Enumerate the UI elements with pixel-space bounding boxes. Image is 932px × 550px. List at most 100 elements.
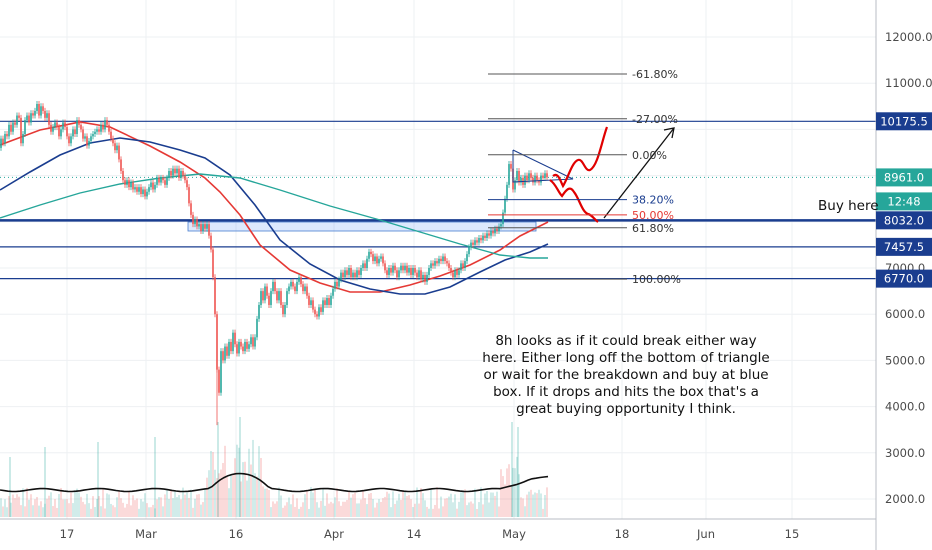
- candle: [86, 136, 88, 146]
- candle: [516, 170, 518, 181]
- volume-bar: [444, 498, 446, 517]
- candle: [202, 224, 204, 232]
- candle: [422, 274, 424, 280]
- candle: [122, 170, 124, 181]
- ma-teal-line: [0, 173, 548, 259]
- ma-navy-line: [0, 137, 549, 295]
- volume-bar: [384, 496, 386, 517]
- volume-bar: [458, 501, 460, 517]
- candle: [30, 113, 32, 123]
- volume-bar: [538, 489, 540, 517]
- volume-bar: [484, 493, 486, 517]
- candle: [230, 341, 232, 352]
- candle: [94, 131, 96, 135]
- volume-bar: [176, 497, 178, 517]
- volume-bar: [260, 457, 262, 517]
- candle: [196, 219, 198, 227]
- candle: [100, 124, 102, 132]
- x-tick-label: 18: [615, 527, 630, 541]
- candle: [64, 122, 66, 128]
- candle: [194, 219, 196, 225]
- candle: [298, 277, 300, 282]
- fib-label: 61.80%: [632, 222, 674, 235]
- volume-bar: [9, 457, 11, 517]
- candle: [72, 129, 74, 137]
- candle: [290, 281, 292, 287]
- volume-bar: [390, 507, 392, 517]
- candle: [360, 268, 362, 275]
- volume-bar: [0, 498, 2, 517]
- candle: [390, 268, 392, 273]
- time-axis[interactable]: 17 Mar 16 Apr 14 May 18 Jun 15: [0, 518, 876, 541]
- volume-bar: [520, 497, 522, 517]
- candle: [210, 235, 212, 250]
- candle: [154, 184, 156, 190]
- volume-bar: [222, 463, 224, 517]
- volume-bar: [54, 499, 56, 517]
- volume-bar: [276, 501, 278, 517]
- volume-bar: [62, 499, 64, 517]
- candle: [6, 134, 8, 137]
- annotation-note: 8h looks as if it could break either way…: [476, 333, 776, 418]
- volume-bar: [442, 506, 444, 517]
- buy-zone-box: [187, 221, 537, 232]
- volume-bar: [188, 497, 190, 517]
- volume-bar: [228, 488, 230, 517]
- volume-bar: [350, 497, 352, 517]
- volume-bar: [158, 497, 160, 517]
- price-tag-label: 6770.0: [884, 272, 924, 286]
- candle: [16, 115, 18, 125]
- candle: [190, 203, 192, 215]
- volume-bar: [450, 493, 452, 517]
- candle: [526, 175, 528, 181]
- candle: [192, 214, 194, 225]
- x-tick-label: 15: [785, 527, 800, 541]
- volume-bar: [402, 491, 404, 517]
- volume-bar: [242, 462, 244, 517]
- candle: [542, 175, 544, 178]
- candle: [434, 261, 436, 266]
- volume-bar: [196, 494, 198, 517]
- candle: [148, 187, 150, 192]
- volume-bar: [368, 493, 370, 517]
- candle: [440, 258, 442, 262]
- candle: [28, 115, 30, 123]
- volume-bar: [438, 508, 440, 517]
- candle: [380, 256, 382, 259]
- candle: [528, 173, 530, 181]
- candle: [494, 228, 496, 234]
- volume-bar: [534, 492, 536, 517]
- candle: [256, 318, 258, 338]
- candle: [18, 115, 20, 118]
- candle: [164, 180, 166, 185]
- projection-line: [603, 127, 675, 219]
- volume-bar: [510, 485, 512, 517]
- candle: [292, 281, 294, 287]
- volume-bar: [286, 502, 288, 517]
- volume-bar: [246, 480, 248, 517]
- candle: [370, 251, 372, 255]
- candle: [546, 173, 548, 178]
- volume-bar: [292, 494, 294, 517]
- candle: [296, 281, 298, 292]
- candle: [46, 113, 48, 118]
- candle: [278, 291, 280, 301]
- volume-bar: [468, 502, 470, 517]
- volume-bar: [74, 490, 76, 517]
- candle: [384, 263, 386, 271]
- candle: [420, 270, 422, 280]
- candle: [272, 281, 274, 292]
- volume-bar: [374, 507, 376, 517]
- price-axis[interactable]: 2000.03000.04000.05000.06000.07000.01100…: [875, 0, 932, 550]
- volume-bar: [338, 501, 340, 517]
- volume-bar: [518, 474, 520, 517]
- volume-bar: [404, 491, 406, 517]
- candle: [364, 263, 366, 268]
- fib-label: -27.00%: [632, 113, 678, 126]
- candle: [488, 233, 490, 236]
- candle: [170, 170, 172, 176]
- volume-bar: [40, 501, 42, 517]
- candle: [308, 295, 310, 305]
- volume-bar: [4, 499, 6, 517]
